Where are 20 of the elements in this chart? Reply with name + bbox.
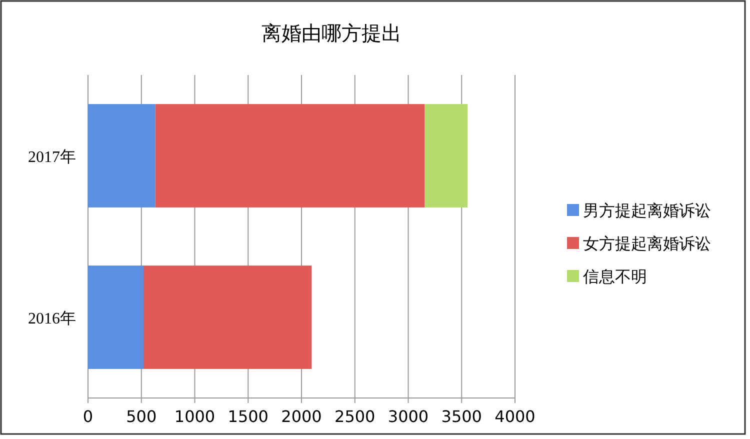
x-tick-label: 500 xyxy=(126,407,157,426)
legend-label: 女方提起离婚诉讼 xyxy=(583,235,711,253)
x-tick-label: 1500 xyxy=(228,407,268,426)
bar xyxy=(155,104,425,208)
x-tick-label: 0 xyxy=(82,407,94,426)
y-tick-label: 2017年 xyxy=(28,148,76,166)
bar xyxy=(424,104,468,208)
x-tick-label: 4000 xyxy=(494,407,536,426)
bar xyxy=(88,266,144,369)
x-tick-label: 2000 xyxy=(281,407,322,426)
legend-label: 信息不明 xyxy=(583,268,647,286)
y-tick-label: 2016年 xyxy=(28,310,76,328)
legend-label: 男方提起离婚诉讼 xyxy=(583,202,711,220)
chart-title: 离婚由哪方提出 xyxy=(262,22,402,45)
bar xyxy=(88,104,156,208)
x-tick-label: 2500 xyxy=(334,407,376,426)
x-tick-label: 1000 xyxy=(174,407,216,426)
x-tick-label: 3000 xyxy=(388,407,429,426)
x-tick-label: 3500 xyxy=(441,407,482,426)
bar xyxy=(144,266,312,369)
